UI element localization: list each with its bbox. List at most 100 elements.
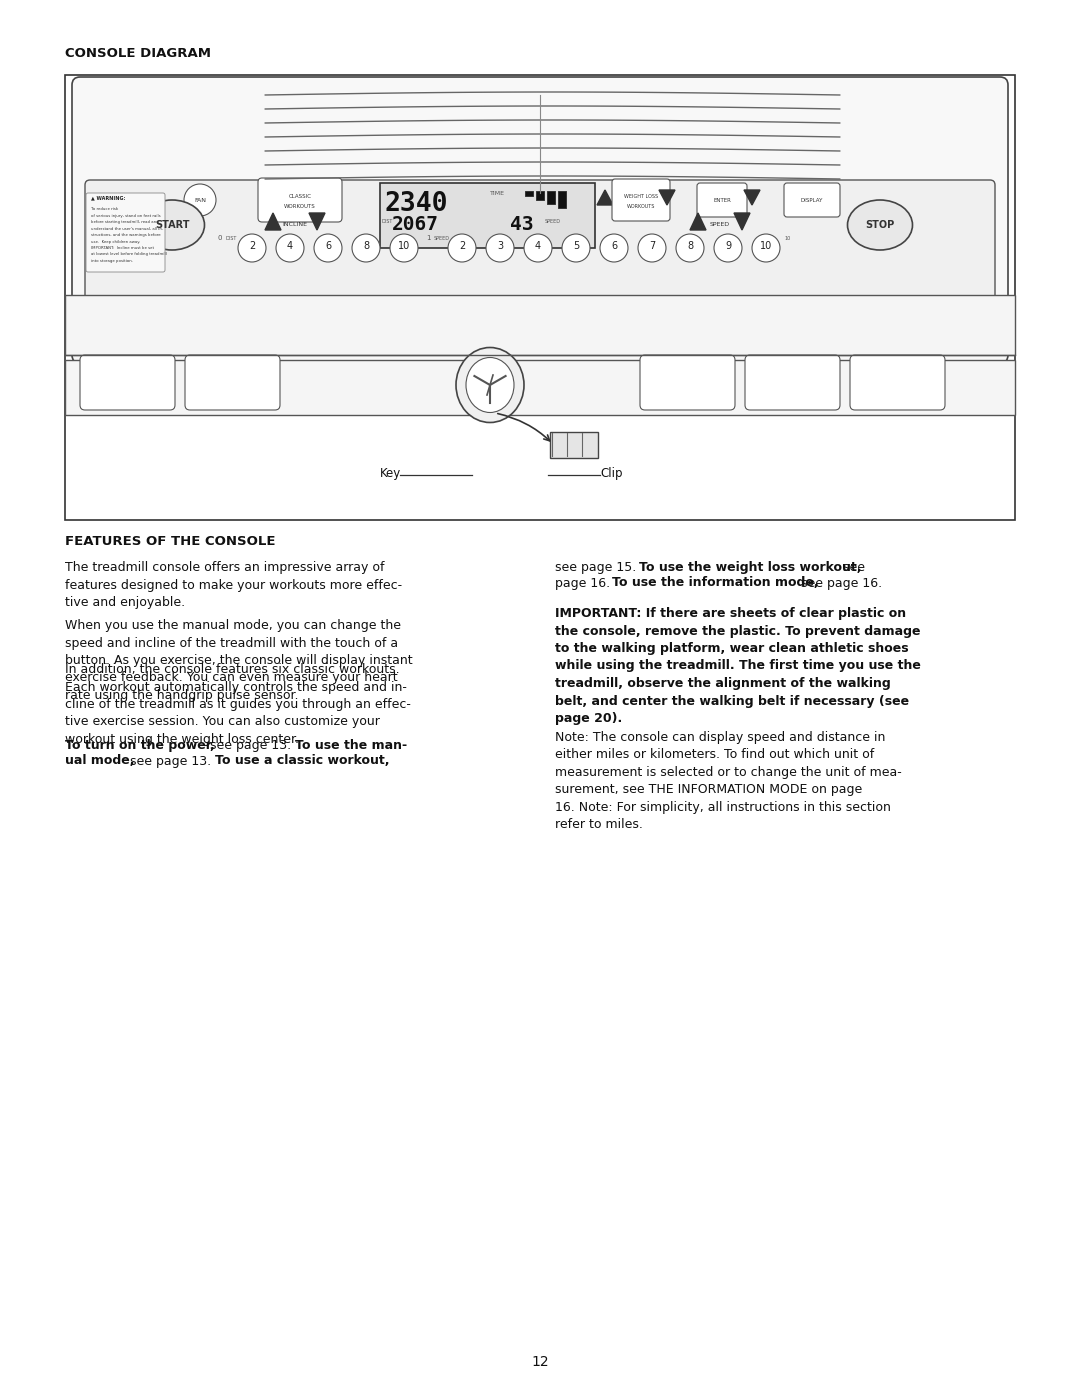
FancyBboxPatch shape [185,355,280,409]
Text: ENTER: ENTER [713,198,731,204]
Text: CONSOLE DIAGRAM: CONSOLE DIAGRAM [65,47,211,60]
Text: To reduce risk: To reduce risk [91,207,118,211]
Text: 10: 10 [784,236,791,240]
Text: IMPORTANT:  Incline must be set: IMPORTANT: Incline must be set [91,246,154,250]
Text: INCLINE: INCLINE [283,222,308,226]
Text: ual mode,: ual mode, [65,754,135,767]
Text: SPEED: SPEED [710,222,730,226]
Text: DISPLAY: DISPLAY [800,198,823,204]
Text: When you use the manual mode, you can change the
speed and incline of the treadm: When you use the manual mode, you can ch… [65,619,413,703]
Ellipse shape [465,358,514,412]
Text: 1: 1 [426,235,430,242]
Text: 4: 4 [535,242,541,251]
Text: To use the weight loss workout,: To use the weight loss workout, [639,562,862,574]
Ellipse shape [139,200,204,250]
FancyBboxPatch shape [72,77,1008,363]
FancyBboxPatch shape [80,355,175,409]
Text: WEIGHT LOSS: WEIGHT LOSS [624,194,658,198]
Circle shape [314,235,342,263]
Text: see: see [839,562,865,574]
Polygon shape [597,190,613,205]
Circle shape [600,235,627,263]
Text: 2340: 2340 [384,191,448,217]
Polygon shape [690,212,706,231]
Circle shape [486,235,514,263]
Text: SPEED: SPEED [545,219,561,224]
Text: To use the information mode,: To use the information mode, [612,577,819,590]
Ellipse shape [456,348,524,422]
Text: To use the man-: To use the man- [295,739,407,752]
Text: of serious injury, stand on feet rails: of serious injury, stand on feet rails [91,214,161,218]
Text: 8: 8 [363,242,369,251]
FancyBboxPatch shape [86,193,165,272]
Text: To use a classic workout,: To use a classic workout, [215,754,390,767]
Bar [550,432,598,458]
Text: page 16.: page 16. [555,577,615,590]
Text: 10: 10 [397,242,410,251]
Circle shape [638,235,666,263]
Text: WORKOUTS: WORKOUTS [284,204,315,210]
Text: 6: 6 [325,242,332,251]
FancyBboxPatch shape [258,177,342,222]
Text: CLASSIC: CLASSIC [288,194,311,198]
Bar [536,191,544,200]
FancyBboxPatch shape [850,355,945,409]
Text: In addition, the console features six classic workouts.
Each workout automatical: In addition, the console features six cl… [65,664,410,746]
Polygon shape [734,212,750,231]
FancyBboxPatch shape [640,355,735,409]
Circle shape [448,235,476,263]
Circle shape [676,235,704,263]
Text: 5: 5 [572,242,579,251]
Text: START: START [154,219,189,231]
Bar [65,75,1015,520]
Polygon shape [744,190,760,205]
Text: 8: 8 [687,242,693,251]
Text: 10: 10 [760,242,772,251]
Text: DIST: DIST [226,236,238,240]
Text: structions, and the warnings before: structions, and the warnings before [91,233,161,237]
Text: Key: Key [380,467,402,481]
Text: Note: The console can display speed and distance in
either miles or kilometers. : Note: The console can display speed and … [555,731,902,831]
Text: 12: 12 [531,1355,549,1369]
FancyBboxPatch shape [784,183,840,217]
Text: 43: 43 [510,215,534,235]
Text: To turn on the power,: To turn on the power, [65,739,215,752]
Text: ▲ WARNING:: ▲ WARNING: [91,196,125,200]
Text: see page 13.: see page 13. [206,739,295,752]
Text: 2067: 2067 [392,215,438,235]
FancyBboxPatch shape [697,183,747,217]
Text: DIST: DIST [382,219,393,224]
Bar [525,191,534,196]
Text: before starting treadmill, read and: before starting treadmill, read and [91,219,159,224]
Text: 9: 9 [725,242,731,251]
Text: into storage position.: into storage position. [91,258,133,263]
FancyBboxPatch shape [85,180,995,351]
Circle shape [352,235,380,263]
Text: 2: 2 [248,242,255,251]
Circle shape [238,235,266,263]
Bar [380,183,595,249]
Text: use.  Keep children away.: use. Keep children away. [91,239,140,243]
Circle shape [562,235,590,263]
FancyBboxPatch shape [745,355,840,409]
Polygon shape [265,212,281,231]
Text: FEATURES OF THE CONSOLE: FEATURES OF THE CONSOLE [65,535,275,548]
Circle shape [390,235,418,263]
Text: see page 15.: see page 15. [555,562,640,574]
Text: understand the user's manual, all in-: understand the user's manual, all in- [91,226,163,231]
Text: SPEED: SPEED [434,236,450,240]
Text: 7: 7 [649,242,656,251]
Circle shape [276,235,303,263]
Text: FAN: FAN [194,197,206,203]
Text: WORKOUTS: WORKOUTS [626,204,656,210]
Text: at lowest level before folding treadmill: at lowest level before folding treadmill [91,253,166,257]
Text: see page 16.: see page 16. [797,577,882,590]
Ellipse shape [848,200,913,250]
Bar [65,360,1015,415]
Bar [546,191,555,204]
Circle shape [714,235,742,263]
Polygon shape [309,212,325,231]
Text: IMPORTANT: If there are sheets of clear plastic on
the console, remove the plast: IMPORTANT: If there are sheets of clear … [555,608,921,725]
Circle shape [524,235,552,263]
Text: see page 13.: see page 13. [126,754,215,767]
